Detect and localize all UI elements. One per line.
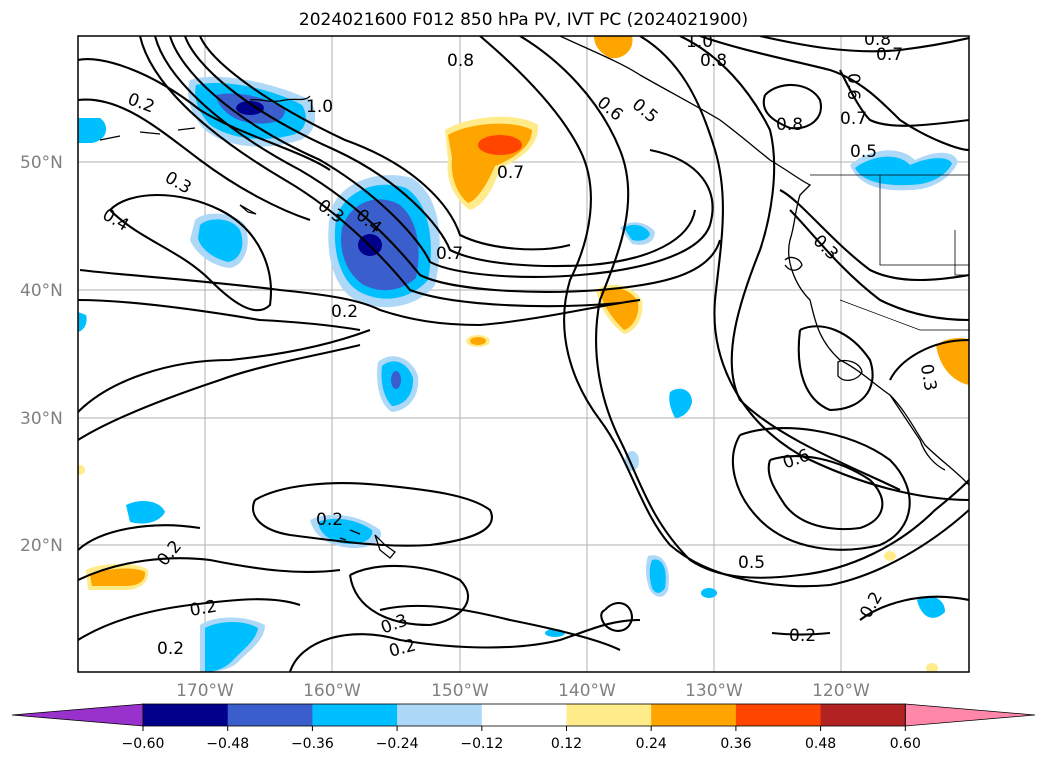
colorbar-tick-label: −0.36 bbox=[291, 736, 334, 752]
contour-label: 0.8 bbox=[864, 30, 891, 50]
colorbar-extend-min bbox=[11, 703, 144, 727]
contour-label: 1.0 bbox=[306, 97, 333, 117]
colorbar-segment bbox=[481, 704, 567, 726]
contour-label: 0.8 bbox=[776, 115, 803, 135]
contour-label: 0.8 bbox=[700, 51, 727, 71]
longitude-labels: 170°W 160°W 150°W 140°W 130°W 120°W bbox=[176, 681, 870, 701]
colorbar-tick-label: −0.60 bbox=[122, 736, 165, 752]
colorbar-segment bbox=[227, 704, 313, 726]
colorbar-segment bbox=[735, 704, 822, 726]
coastlines bbox=[99, 36, 969, 559]
contour-label: 0.6 bbox=[593, 93, 627, 126]
contour-label: 0.5 bbox=[628, 95, 662, 128]
colorbar-segment bbox=[143, 704, 229, 726]
colorbar-segment bbox=[312, 704, 398, 726]
lon-label-170w: 170°W bbox=[176, 681, 234, 701]
contour-label: 0.7 bbox=[436, 244, 463, 264]
ivt-contours bbox=[78, 36, 969, 672]
contour-label: 0.2 bbox=[856, 588, 887, 621]
lon-label-130w: 130°W bbox=[685, 681, 743, 701]
lon-label-120w: 120°W bbox=[812, 681, 870, 701]
contour-label: 0.2 bbox=[316, 510, 343, 530]
contour-label: 0.3 bbox=[378, 610, 410, 638]
contour-label: 0.5 bbox=[850, 142, 877, 162]
colorbar: −0.60 −0.48 −0.36 −0.24 −0.12 0.12 0.24 0.36 0.4… bbox=[11, 703, 1036, 752]
contour-label: 0.3 bbox=[916, 363, 940, 393]
contour-label: 0.2 bbox=[153, 537, 186, 571]
contour-label: 0.7 bbox=[876, 45, 903, 65]
colorbar-extend-max bbox=[904, 703, 1036, 727]
lon-label-140w: 140°W bbox=[558, 681, 616, 701]
lat-label-20n: 20°N bbox=[20, 536, 63, 556]
map-frame bbox=[77, 35, 970, 673]
contour-label: 0.6 bbox=[843, 73, 863, 100]
gridlines bbox=[78, 36, 969, 672]
map-title: 2024021600 F012 850 hPa PV, IVT PC (2024… bbox=[298, 10, 749, 30]
colorbar-segment bbox=[397, 704, 483, 726]
lon-label-160w: 160°W bbox=[303, 681, 361, 701]
colorbar-tick-label: −0.24 bbox=[376, 736, 419, 752]
latitude-labels: 50°N 40°N 30°N 20°N bbox=[20, 153, 63, 556]
lat-label-40n: 40°N bbox=[20, 281, 63, 301]
contour-label: 0.5 bbox=[738, 553, 765, 573]
contour-label: 0.8 bbox=[447, 51, 474, 71]
colorbar-tick-label: 0.60 bbox=[890, 736, 921, 752]
colorbar-tick-label: −0.12 bbox=[460, 736, 503, 752]
colorbar-tick-label: −0.48 bbox=[206, 736, 249, 752]
pv-shading bbox=[78, 36, 969, 672]
colorbar-segment bbox=[566, 704, 652, 726]
colorbar-segment bbox=[651, 704, 737, 726]
contour-label: 0.2 bbox=[331, 302, 358, 322]
contour-label: 0.4 bbox=[99, 205, 132, 236]
colorbar-tick-label: 0.24 bbox=[636, 736, 667, 752]
lat-label-50n: 50°N bbox=[20, 153, 63, 173]
contour-label: 0.2 bbox=[157, 639, 184, 659]
contour-label: 0.7 bbox=[497, 163, 524, 183]
colorbar-segment bbox=[820, 704, 906, 726]
lon-label-150w: 150°W bbox=[431, 681, 489, 701]
colorbar-tick-label: 0.36 bbox=[720, 736, 751, 752]
contour-label: 0.2 bbox=[789, 626, 816, 646]
borders bbox=[810, 174, 969, 331]
lat-label-30n: 30°N bbox=[20, 409, 63, 429]
contour-label: 0.3 bbox=[161, 168, 194, 199]
colorbar-tick-label: 0.12 bbox=[551, 736, 582, 752]
colorbar-tick-label: 0.48 bbox=[805, 736, 836, 752]
contour-label: 0.2 bbox=[188, 597, 218, 621]
contour-label: 0.2 bbox=[387, 635, 418, 661]
contour-label: 0.7 bbox=[840, 109, 867, 129]
contour-label: 0.2 bbox=[125, 89, 157, 117]
colorbar-outline bbox=[142, 703, 906, 727]
contour-label: 1.0 bbox=[686, 32, 713, 52]
contour-label: 0.6 bbox=[780, 445, 812, 473]
